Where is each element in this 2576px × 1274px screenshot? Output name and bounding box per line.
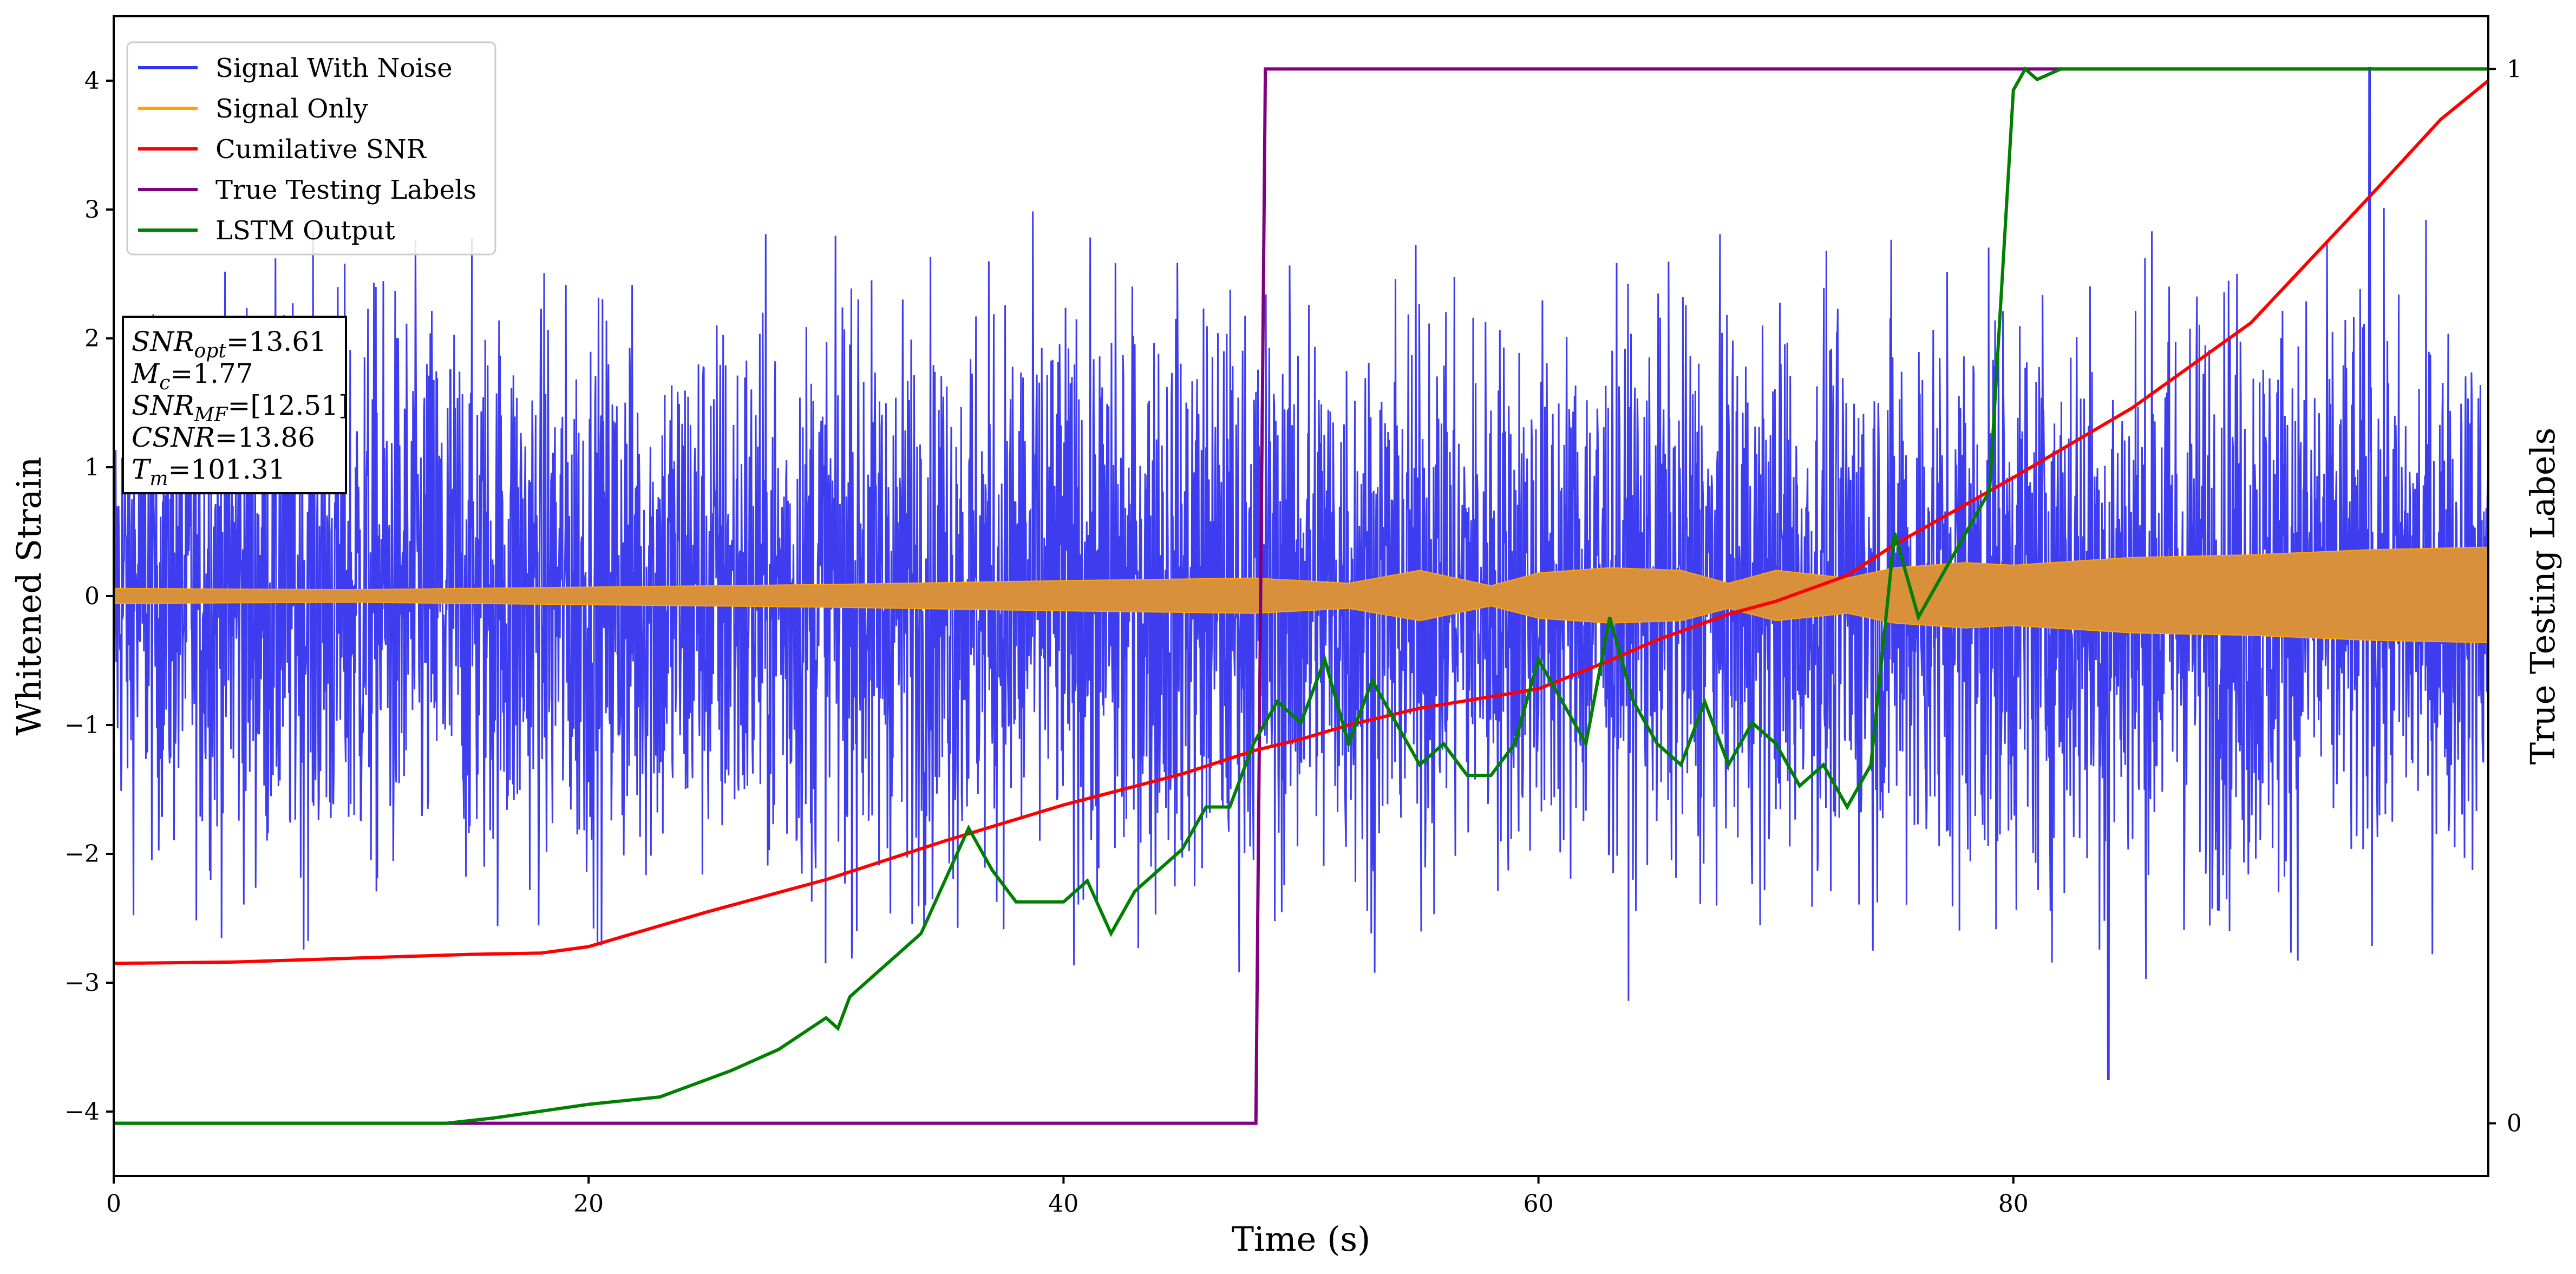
metrics-annotation-line: SNRMF=[12.51] bbox=[132, 390, 349, 426]
x-tick-label: 20 bbox=[573, 1190, 604, 1218]
cumilative-snr-series bbox=[114, 79, 2488, 965]
y-tick-label: −1 bbox=[64, 711, 100, 739]
y-tick-label: 3 bbox=[84, 196, 100, 224]
x-axis-label: Time (s) bbox=[1232, 1219, 1371, 1259]
y-tick-label: 1 bbox=[84, 454, 100, 481]
y-tick-label: −4 bbox=[64, 1098, 100, 1126]
y-axis-label: Whitened Strain bbox=[9, 457, 49, 736]
y2-tick-label: 0 bbox=[2507, 1110, 2522, 1138]
signal-only-band bbox=[114, 546, 2488, 643]
metrics-annotation-line: Mc=1.77 bbox=[131, 358, 253, 394]
legend-box bbox=[126, 41, 496, 256]
legend: Signal With Noise Signal Only Cumilative S… bbox=[126, 41, 496, 256]
lstm-output-series bbox=[114, 66, 2488, 1125]
x-tick-label: 60 bbox=[1524, 1190, 1554, 1218]
legend-label: Cumilative SNR bbox=[215, 134, 427, 165]
plot-area bbox=[114, 66, 2488, 1125]
y-tick-label: −3 bbox=[64, 969, 100, 997]
y-axis-left: −4 −3 −2 −1 0 1 2 3 4 bbox=[64, 67, 114, 1126]
legend-label: LSTM Output bbox=[215, 215, 395, 246]
legend-label: Signal With Noise bbox=[215, 53, 453, 83]
metrics-annotation: SNRopt=13.61Mc=1.77SNRMF=[12.51]CSNR=13.… bbox=[122, 316, 349, 494]
signal-only-series bbox=[114, 546, 2488, 643]
metrics-annotation-box bbox=[122, 316, 347, 494]
y-tick-label: 0 bbox=[84, 583, 100, 610]
x-tick-label: 40 bbox=[1048, 1190, 1078, 1218]
y-axis-right: 01 bbox=[2488, 55, 2522, 1138]
metrics-annotation-line: CSNR=13.86 bbox=[132, 422, 315, 453]
true-testing-labels-series bbox=[114, 67, 2488, 1125]
x-tick-label: 80 bbox=[1998, 1190, 2029, 1218]
y2-axis-label: True Testing Labels bbox=[2523, 428, 2562, 765]
y2-tick-label: 1 bbox=[2507, 55, 2522, 83]
x-axis: 0 20 40 60 80 bbox=[106, 1176, 2029, 1218]
x-tick-label: 0 bbox=[106, 1190, 121, 1218]
cumilative-snr-line bbox=[114, 79, 2488, 965]
legend-label: True Testing Labels bbox=[215, 175, 476, 205]
true-testing-labels-line bbox=[114, 67, 2488, 1125]
metrics-annotation-line: SNRopt=13.61 bbox=[132, 326, 326, 362]
y-tick-label: −2 bbox=[64, 840, 100, 868]
lstm-output-line bbox=[114, 66, 2488, 1125]
metrics-annotation-line: Tm=101.31 bbox=[132, 454, 285, 490]
y-tick-label: 2 bbox=[84, 325, 100, 352]
y-tick-label: 4 bbox=[84, 67, 100, 95]
legend-label: Signal Only bbox=[215, 94, 368, 124]
